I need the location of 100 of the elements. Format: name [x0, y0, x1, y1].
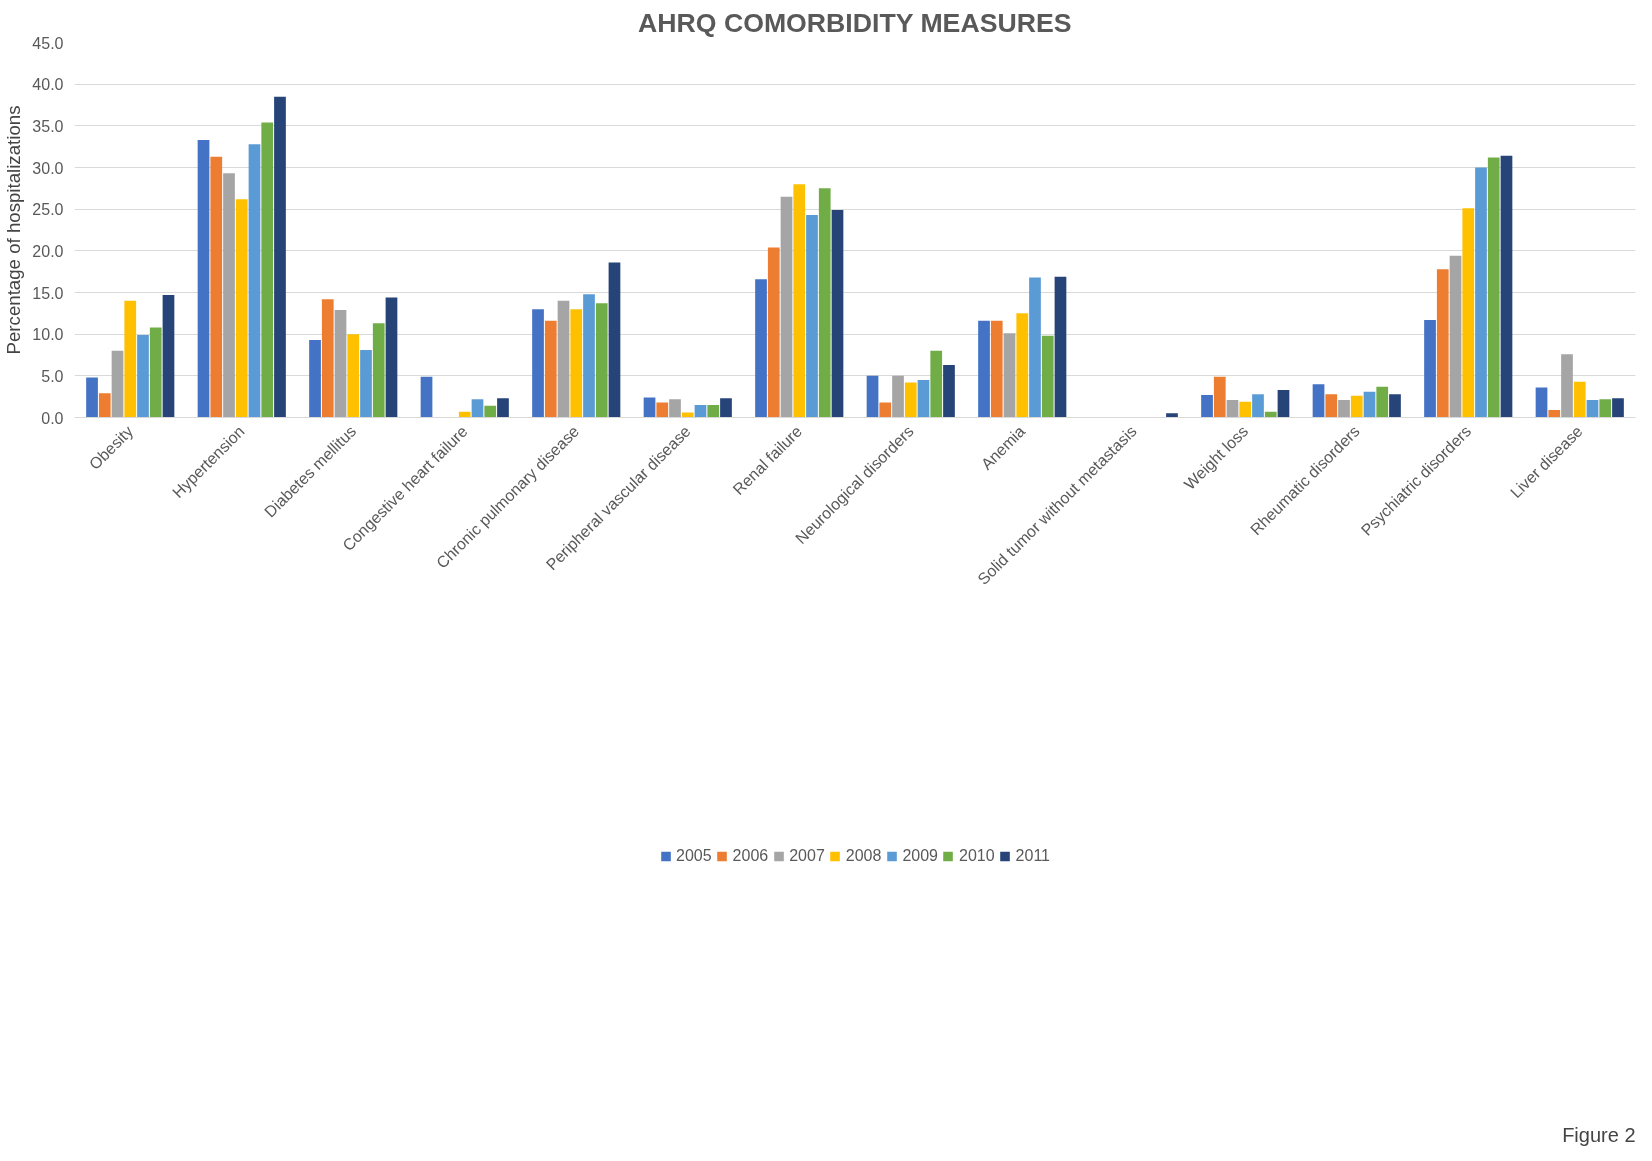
bar — [990, 320, 1003, 418]
bar — [557, 300, 570, 418]
bar — [385, 297, 398, 418]
bar — [1500, 155, 1513, 418]
bar — [1389, 394, 1401, 418]
bar — [892, 375, 904, 418]
bar — [484, 405, 497, 418]
bar — [793, 184, 806, 418]
legend-label: 2011 — [1015, 846, 1050, 865]
bar — [583, 294, 595, 418]
bar — [372, 323, 385, 418]
bar — [223, 173, 235, 418]
legend-label: 2010 — [958, 846, 995, 865]
bar — [1016, 313, 1029, 418]
bar — [917, 380, 930, 418]
bar — [544, 320, 557, 418]
bar — [248, 144, 261, 418]
bar — [86, 377, 98, 418]
bar — [720, 398, 732, 418]
bar — [1586, 400, 1599, 418]
bar — [866, 375, 879, 418]
bar — [1252, 394, 1264, 418]
legend-label: 2009 — [902, 846, 938, 865]
bar — [261, 122, 274, 418]
bar — [1003, 333, 1016, 418]
bar — [978, 320, 990, 418]
bar — [1226, 400, 1239, 418]
bar — [1054, 276, 1067, 418]
bar — [98, 393, 111, 418]
y-tick-label: 20.0 — [32, 242, 64, 260]
bar — [360, 350, 372, 418]
bar — [1573, 381, 1586, 418]
bar — [1475, 167, 1487, 418]
bar — [532, 309, 544, 418]
y-tick-label: 40.0 — [32, 76, 64, 94]
bar — [1041, 335, 1054, 418]
bar — [420, 376, 433, 418]
bar — [497, 398, 509, 418]
bar — [1213, 376, 1226, 418]
bar — [806, 215, 818, 418]
bar — [818, 188, 831, 418]
bar — [1338, 400, 1350, 418]
bar — [879, 402, 892, 418]
bar — [1166, 413, 1178, 418]
legend-label: 2007 — [789, 846, 825, 865]
bar — [210, 156, 223, 418]
y-tick-label: 0.0 — [41, 409, 64, 427]
bar — [1612, 398, 1624, 418]
bar — [1462, 208, 1475, 418]
bar — [1376, 386, 1389, 418]
bar — [1201, 395, 1213, 418]
bar — [656, 402, 669, 418]
bar — [930, 350, 943, 418]
bar — [149, 327, 162, 418]
bar — [707, 405, 720, 418]
bar — [1239, 401, 1252, 418]
bar — [321, 299, 334, 418]
bar — [904, 382, 917, 418]
legend-label: 2008 — [845, 846, 882, 865]
bar — [1436, 269, 1449, 418]
bar — [471, 399, 484, 418]
bar — [162, 295, 175, 418]
bar — [1561, 354, 1573, 418]
bar — [1312, 384, 1325, 418]
bar — [235, 199, 248, 418]
bar — [755, 279, 767, 418]
y-axis-title: Percentage of hospitalizations — [3, 105, 25, 355]
bar — [767, 247, 780, 418]
legend-label: 2005 — [676, 846, 712, 865]
bar — [1599, 399, 1612, 418]
y-tick-label: 30.0 — [32, 159, 64, 177]
y-tick-label: 5.0 — [41, 367, 64, 385]
bar — [137, 335, 149, 418]
bar — [943, 365, 955, 418]
legend-label: 2006 — [732, 846, 769, 865]
bar — [1535, 387, 1548, 418]
bar — [1548, 410, 1561, 418]
bar — [1350, 395, 1363, 418]
bar — [1424, 320, 1436, 418]
bar — [608, 262, 621, 418]
bar — [780, 196, 793, 418]
caption: Figure 2 — [1562, 1123, 1636, 1146]
bar — [694, 405, 707, 418]
chart-title: AHRQ COMORBIDITY MEASURES — [638, 7, 1072, 38]
bar — [1487, 157, 1500, 418]
bar — [1277, 390, 1290, 418]
y-tick-label: 45.0 — [32, 34, 64, 52]
y-tick-label: 25.0 — [32, 201, 64, 219]
bar — [570, 309, 583, 418]
bar — [197, 140, 210, 418]
bar — [1325, 394, 1338, 418]
bar — [1029, 277, 1041, 418]
y-tick-label: 15.0 — [32, 284, 64, 302]
bar — [669, 399, 681, 418]
bar — [831, 210, 844, 418]
bar — [111, 350, 124, 418]
bar — [334, 310, 347, 418]
bar — [347, 334, 360, 418]
y-tick-label: 10.0 — [32, 326, 64, 344]
bar — [274, 96, 286, 418]
